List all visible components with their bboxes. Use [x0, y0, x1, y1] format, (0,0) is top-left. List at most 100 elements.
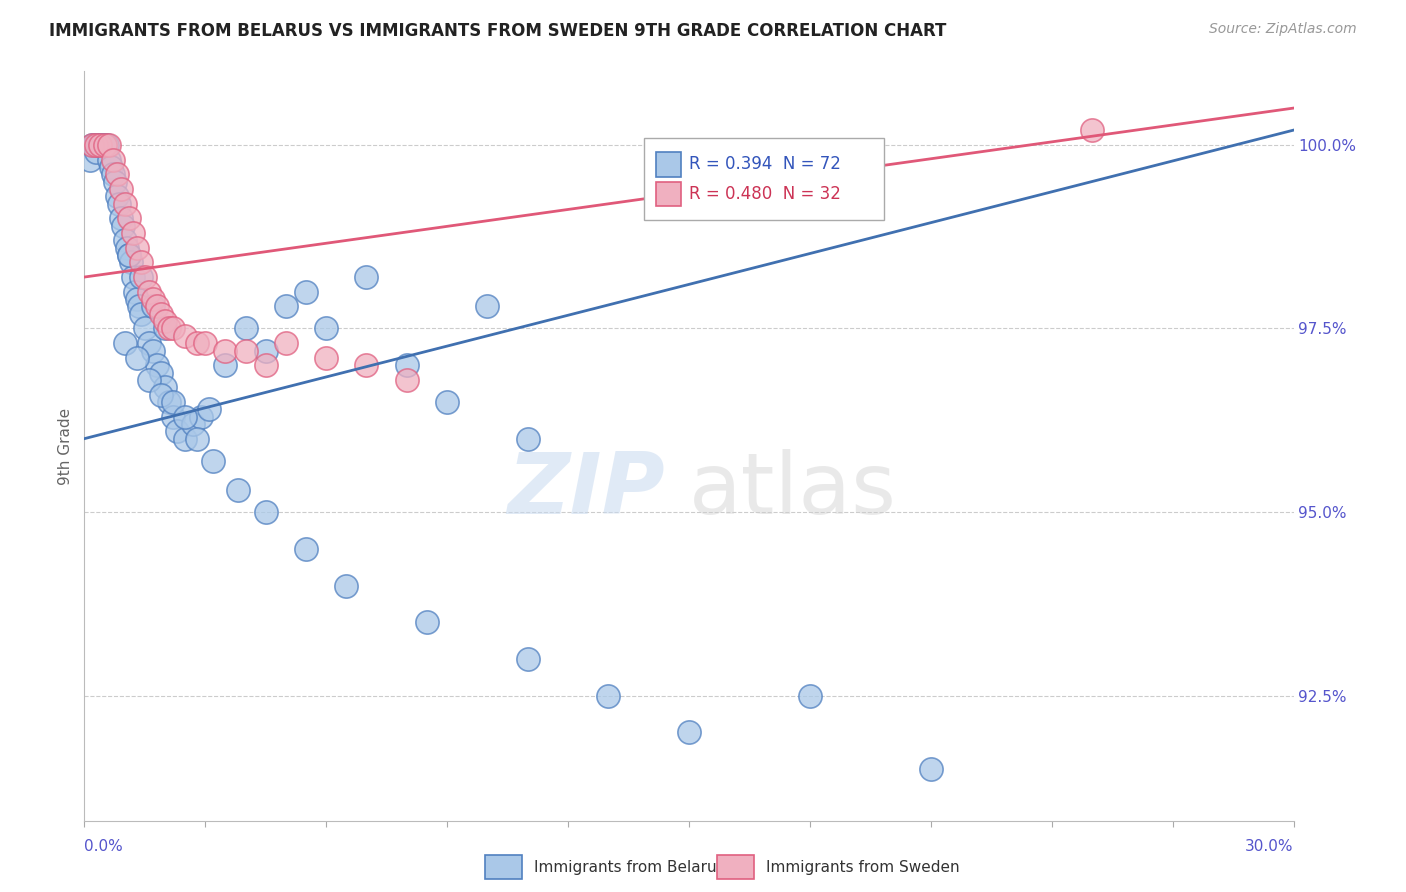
Point [149, 387, 172, 401]
Point [115, 241, 138, 255]
Point [194, 336, 217, 351]
Point [162, 395, 184, 409]
Point [254, 505, 277, 519]
Point [82, 137, 104, 152]
Point [678, 725, 700, 739]
Point [254, 343, 277, 358]
Point [920, 762, 942, 776]
Point [335, 578, 357, 592]
Point [93, 137, 115, 152]
Point [104, 175, 127, 189]
Point [82, 137, 104, 152]
Point [100, 160, 122, 174]
Point [91, 137, 114, 152]
Point [134, 270, 156, 285]
Point [134, 321, 156, 335]
Point [97, 153, 120, 167]
Text: 0.0%: 0.0% [84, 839, 124, 854]
Point [142, 343, 165, 358]
Point [799, 689, 821, 703]
Point [153, 314, 176, 328]
Point [86, 137, 108, 152]
Point [79, 153, 101, 167]
Point [142, 292, 165, 306]
Point [93, 137, 115, 152]
Point [274, 300, 297, 314]
Point [162, 409, 184, 424]
Point [153, 321, 176, 335]
Text: 30.0%: 30.0% [1246, 839, 1294, 854]
Y-axis label: 9th Grade: 9th Grade [58, 408, 73, 484]
Point [114, 336, 136, 351]
Point [477, 300, 499, 314]
Point [120, 255, 142, 269]
Point [125, 241, 148, 255]
Point [125, 351, 148, 365]
Point [118, 248, 141, 262]
Point [1081, 123, 1104, 137]
Point [186, 432, 208, 446]
Point [181, 417, 204, 431]
Point [226, 483, 249, 497]
Text: ZIP: ZIP [508, 450, 665, 533]
Point [114, 233, 136, 247]
Point [138, 336, 160, 351]
Point [395, 373, 418, 387]
Point [129, 270, 152, 285]
Point [235, 343, 257, 358]
Point [124, 285, 146, 299]
Point [111, 219, 134, 233]
Point [87, 137, 110, 152]
Point [105, 167, 128, 181]
Point [146, 358, 169, 372]
Point [138, 285, 160, 299]
Point [96, 137, 118, 152]
Point [149, 307, 172, 321]
Point [516, 432, 538, 446]
Point [295, 541, 318, 556]
Text: Immigrants from Sweden: Immigrants from Sweden [766, 860, 960, 874]
Text: IMMIGRANTS FROM BELARUS VS IMMIGRANTS FROM SWEDEN 9TH GRADE CORRELATION CHART: IMMIGRANTS FROM BELARUS VS IMMIGRANTS FR… [49, 22, 946, 40]
Point [157, 395, 180, 409]
Point [89, 137, 111, 152]
Text: R = 0.480  N = 32: R = 0.480 N = 32 [689, 185, 841, 203]
Point [110, 211, 132, 226]
Point [315, 321, 337, 335]
Point [142, 300, 165, 314]
Text: R = 0.394  N = 72: R = 0.394 N = 72 [689, 155, 841, 173]
Point [125, 292, 148, 306]
Point [101, 153, 124, 167]
Point [138, 373, 160, 387]
Point [198, 402, 221, 417]
Point [86, 145, 108, 160]
Point [105, 189, 128, 203]
Point [214, 343, 236, 358]
Point [121, 226, 143, 240]
Point [174, 409, 197, 424]
Point [254, 358, 277, 372]
Point [128, 300, 150, 314]
Point [101, 167, 124, 181]
Point [83, 137, 105, 152]
Point [416, 615, 439, 630]
Point [202, 453, 225, 467]
Point [356, 270, 378, 285]
Point [186, 336, 208, 351]
Point [107, 196, 129, 211]
Text: atlas: atlas [689, 450, 897, 533]
Point [356, 358, 378, 372]
Point [598, 689, 620, 703]
Point [162, 321, 184, 335]
Point [166, 425, 188, 439]
Point [315, 351, 337, 365]
Point [118, 248, 141, 262]
Point [121, 270, 143, 285]
Point [118, 211, 141, 226]
Point [274, 336, 297, 351]
Point [436, 395, 458, 409]
Text: Source: ZipAtlas.com: Source: ZipAtlas.com [1209, 22, 1357, 37]
Point [146, 300, 169, 314]
Point [395, 358, 418, 372]
Point [516, 652, 538, 666]
Point [89, 137, 111, 152]
